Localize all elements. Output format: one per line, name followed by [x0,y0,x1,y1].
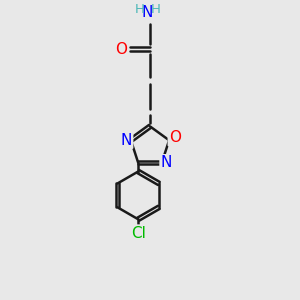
Text: O: O [169,130,181,145]
Text: N: N [142,5,153,20]
Text: N: N [160,155,172,170]
Text: H: H [134,3,144,16]
Text: O: O [115,42,127,57]
Text: H: H [151,3,160,16]
Text: Cl: Cl [131,226,146,241]
Text: N: N [121,133,132,148]
